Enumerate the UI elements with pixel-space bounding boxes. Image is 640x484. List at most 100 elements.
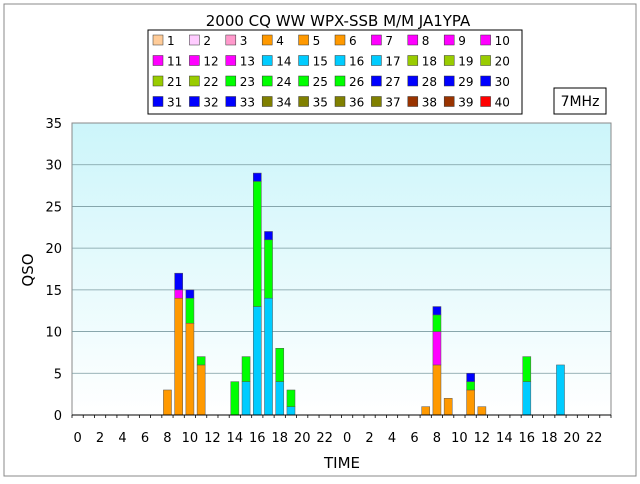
legend-swatch-9 xyxy=(443,34,455,46)
y-tick-label-35: 35 xyxy=(45,117,62,132)
x-tick-label: 0 xyxy=(343,431,351,446)
x-tick-label: 8 xyxy=(433,431,441,446)
bar-segment-h17-1 xyxy=(264,239,273,299)
legend-swatch-3 xyxy=(225,34,237,46)
legend-label-1: 1 xyxy=(167,34,175,48)
legend-label-2: 2 xyxy=(203,34,211,48)
legend-swatch-29 xyxy=(443,75,455,87)
legend-label-9: 9 xyxy=(458,34,466,48)
y-tick-label-20: 20 xyxy=(45,242,62,257)
bar-segment-h15-1 xyxy=(241,356,251,382)
bar-segment-h36-0 xyxy=(477,406,487,416)
legend-swatch-15 xyxy=(298,55,309,66)
y-tick-label-5: 5 xyxy=(54,367,62,382)
legend-swatch-28 xyxy=(407,75,419,87)
legend-label-5: 5 xyxy=(313,34,321,48)
x-tick-label: 6 xyxy=(141,431,149,446)
legend-swatch-36 xyxy=(334,96,346,107)
x-axis-label: TIME xyxy=(323,454,360,472)
legend-swatch-32 xyxy=(189,96,200,107)
bar-segment-h33-0 xyxy=(443,398,453,416)
legend-label-26: 26 xyxy=(349,75,364,89)
bar-segment-h32-0 xyxy=(432,364,442,416)
legend-swatch-25 xyxy=(298,75,309,87)
x-tick-label: 4 xyxy=(388,431,396,446)
legend-swatch-5 xyxy=(298,34,309,46)
y-axis-label: QSO xyxy=(19,253,37,286)
bar-segment-h31-0 xyxy=(421,406,431,416)
legend-label-21: 21 xyxy=(167,75,182,89)
legend-swatch-6 xyxy=(334,34,346,46)
band-label-border xyxy=(553,87,607,115)
x-tick-label: 18 xyxy=(541,431,558,446)
legend-swatch-8 xyxy=(407,34,419,46)
bar-segment-h16-1 xyxy=(252,181,262,307)
legend-label-33: 33 xyxy=(240,96,255,110)
plot-area xyxy=(71,122,612,416)
band-label-box: 7MHz xyxy=(553,87,607,115)
y-tick-label-30: 30 xyxy=(45,159,62,174)
legend-label-13: 13 xyxy=(240,55,255,69)
legend-swatch-11 xyxy=(152,55,164,66)
legend-swatch-40 xyxy=(480,96,491,107)
legend-swatch-10 xyxy=(480,34,491,46)
legend-swatch-22 xyxy=(189,75,200,87)
bar-segment-h40-1 xyxy=(522,356,532,382)
legend-swatch-18 xyxy=(407,55,419,66)
legend-label-3: 3 xyxy=(240,34,248,48)
legend-label-31: 31 xyxy=(167,96,182,110)
legend-swatch-13 xyxy=(225,55,237,66)
y-tick-label-0: 0 xyxy=(54,409,62,424)
legend-label-27: 27 xyxy=(385,75,400,89)
x-tick-label: 16 xyxy=(519,431,536,446)
legend-label-36: 36 xyxy=(349,96,364,110)
legend-swatch-12 xyxy=(189,55,200,66)
x-axis-ticks: 0 2 4 6 8 10 12 14 16 18 20 22 0 2 4 6 8 10 12 14 16 18 20 22 xyxy=(71,415,612,446)
bar-segment-h19-1 xyxy=(286,389,296,407)
bar-segment-h19-0 xyxy=(286,406,296,416)
legend-swatch-21 xyxy=(152,75,164,87)
bar-segment-h10-2 xyxy=(185,289,195,299)
legend-label-20: 20 xyxy=(495,55,510,69)
legend-swatch-19 xyxy=(443,55,455,66)
bar-segment-h43-0 xyxy=(556,364,565,416)
bar-segment-h17-0 xyxy=(264,297,273,416)
bars xyxy=(163,172,565,416)
bar-segment-h18-1 xyxy=(275,348,285,382)
x-tick-label: 22 xyxy=(316,431,333,446)
x-tick-label: 6 xyxy=(410,431,418,446)
legend-label-23: 23 xyxy=(240,75,255,89)
legend-label-8: 8 xyxy=(422,34,430,48)
x-tick-label: 12 xyxy=(474,431,491,446)
x-tick-label: 14 xyxy=(227,431,244,446)
legend-label-10: 10 xyxy=(495,34,510,48)
chart-title: 2000 CQ WW WPX-SSB M/M JA1YPA xyxy=(206,12,471,30)
bar-segment-h32-2 xyxy=(432,314,442,332)
bar-segment-h11-1 xyxy=(196,356,206,366)
y-axis-ticks: 0 5 10 15 20 25 30 35 xyxy=(45,117,62,424)
bar-segment-h16-0 xyxy=(252,306,262,416)
x-tick-label: 2 xyxy=(365,431,373,446)
legend-label-14: 14 xyxy=(276,55,291,69)
bar-segment-h8-0 xyxy=(163,389,172,416)
bar-segment-h40-0 xyxy=(522,381,532,416)
legend-label-30: 30 xyxy=(495,75,510,89)
legend-label-24: 24 xyxy=(276,75,291,89)
legend-label-19: 19 xyxy=(458,55,473,69)
x-tick-label: 10 xyxy=(451,431,468,446)
legend-swatch-7 xyxy=(371,34,382,46)
bar-segment-h10-0 xyxy=(185,322,195,416)
bar-segment-h9-0 xyxy=(174,297,183,416)
x-tick-label: 16 xyxy=(249,431,266,446)
legend-swatch-34 xyxy=(261,96,273,107)
legend-label-35: 35 xyxy=(313,96,328,110)
legend-swatch-33 xyxy=(225,96,237,107)
bar-segment-h32-1 xyxy=(432,331,442,366)
legend-label-12: 12 xyxy=(203,55,218,69)
bar-segment-h9-1 xyxy=(174,289,183,299)
legend-swatch-37 xyxy=(371,96,382,107)
bar-segment-h16-2 xyxy=(252,172,262,182)
